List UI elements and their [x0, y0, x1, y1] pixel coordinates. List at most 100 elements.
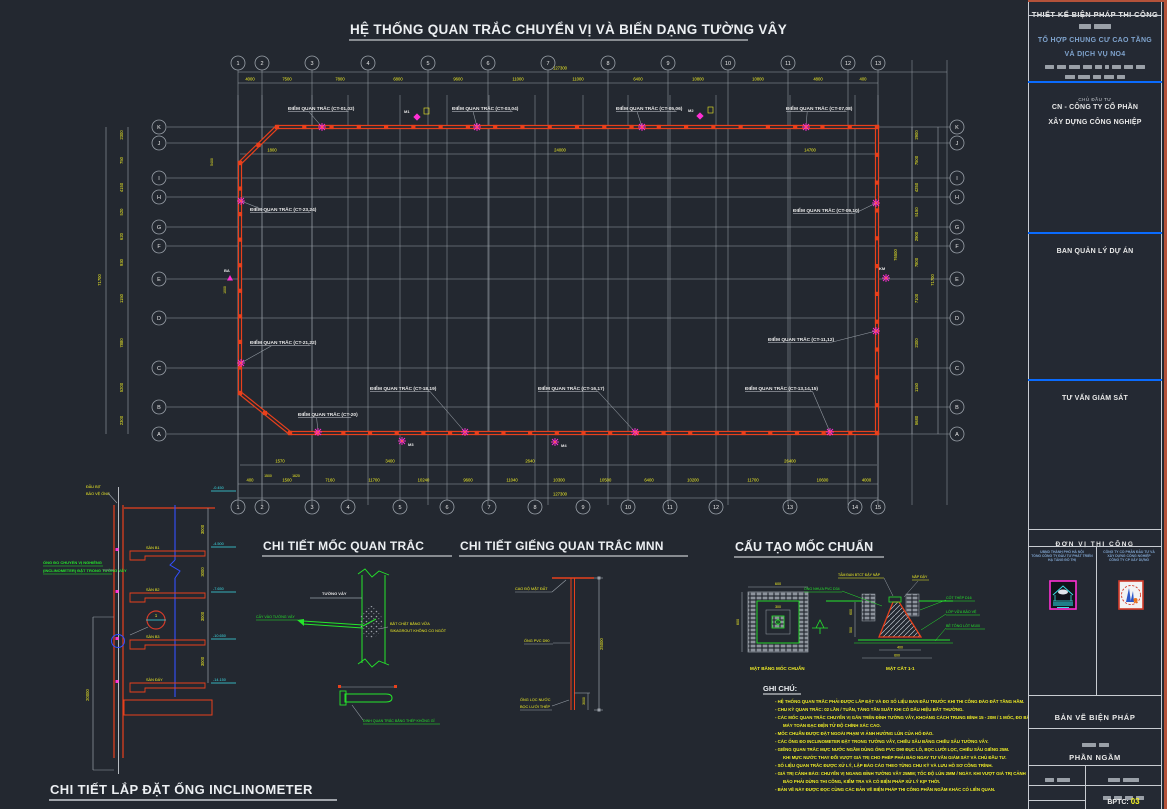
grid-bubble	[392, 499, 408, 515]
left-dim: 2300	[119, 130, 124, 140]
leader-line	[828, 330, 877, 344]
note-line: - GIÁ TRỊ CẢNH BÁO: CHUYỂN VỊ NGANG ĐỈNH…	[775, 771, 1026, 776]
divider	[1028, 529, 1162, 530]
wall-joint	[874, 208, 880, 213]
marker-dot	[321, 126, 323, 128]
tag-box	[707, 106, 714, 114]
top-dim: 4800	[813, 77, 823, 82]
detail-gieng-mnn: CHI TIẾT GIẾNG QUAN TRẮC MNN CAO ĐỘ MẶT …	[459, 538, 688, 712]
wall-joint	[874, 347, 880, 352]
grid-bubble-label: C	[955, 366, 959, 372]
chuan-section-caption: MẶT CẮT 1-1	[886, 664, 915, 671]
left-dim: 520	[119, 208, 124, 216]
grid-bubble	[151, 219, 167, 235]
bottom-dim: 1500	[282, 478, 292, 483]
wall-joint	[237, 288, 243, 293]
marker-dot	[317, 431, 319, 433]
bottom-dim: 10300	[553, 478, 565, 483]
grid-bubble-label: 11	[667, 505, 673, 511]
gieng-pipe-label: ỐNG PVC D90	[524, 638, 550, 643]
survey-pin	[344, 693, 393, 703]
note-line: KHI MỰC NƯỚC THAY ĐỔI VƯỢT GIÁ TRỊ CHO P…	[783, 755, 1007, 760]
leader-line	[598, 391, 636, 433]
bottom-dim: 11040	[506, 478, 518, 483]
contractor-left-1: UBND THÀNH PHỐ HÀ NỘI	[1040, 550, 1084, 554]
right-dim: 7800	[914, 257, 919, 267]
grid-bubble-label: 10	[625, 505, 631, 511]
wall-joint	[367, 430, 373, 436]
slab-marker	[115, 637, 119, 640]
wall-joint	[237, 314, 243, 319]
left-dim: 5200	[119, 382, 124, 392]
point-marker	[237, 359, 245, 367]
wall-joint	[765, 124, 771, 130]
chuan-label-nap: NẮP ĐẬY	[912, 574, 928, 579]
depth-dim: 20000	[85, 689, 90, 701]
wall-joint	[874, 124, 880, 130]
grid-bubble-label: 9	[666, 61, 669, 67]
wall-joint	[501, 430, 506, 436]
wall-joint	[820, 124, 825, 130]
right-dim: 1150	[914, 382, 919, 392]
wall-joint	[547, 124, 552, 130]
top-dim: 6400	[633, 77, 643, 82]
wall-joint	[237, 390, 243, 396]
wall-joint	[394, 430, 399, 436]
grid-bubble-label: J	[956, 141, 959, 147]
grid-bubble	[949, 310, 965, 326]
grid-bubble	[840, 55, 856, 71]
wall-joint	[661, 430, 666, 436]
slab-marker	[115, 590, 119, 593]
sub-dim: 1620	[292, 474, 300, 478]
plan-dimensions: 4000 7500 7800 6800 9600 11000 11000 6400 10800 1…	[97, 66, 947, 499]
redacted-cell	[1087, 789, 1160, 807]
wall-joint	[874, 263, 880, 269]
wall-joint	[287, 430, 293, 436]
wall-joint	[656, 124, 661, 130]
point-marker	[872, 199, 880, 207]
grid-bubble	[870, 499, 886, 515]
wall-joint	[793, 124, 798, 130]
wall-joint	[383, 124, 389, 130]
contractor-left-2: TỔNG CÔNG TY ĐẦU TƯ PHÁT TRIỂN	[1031, 554, 1093, 559]
grid-bubble-label: K	[157, 125, 161, 131]
wall-joint	[237, 212, 243, 217]
grid-bubble-label: 11	[785, 61, 791, 67]
marker-dot	[875, 202, 877, 204]
wall-joint	[608, 430, 613, 436]
blue-divider	[1028, 81, 1162, 83]
marker-dot	[401, 440, 403, 442]
wall-joint	[474, 430, 479, 436]
inner-dim: 76500	[893, 249, 898, 261]
investor-name-2: XÂY DỰNG CÔNG NGHIỆP	[1048, 119, 1142, 126]
top-dim: 11000	[512, 77, 524, 82]
bottom-dim: 11700	[747, 478, 759, 483]
leader-line	[240, 345, 272, 364]
contractor-right-3: CÔNG TY CP XÂY DỰNG	[1108, 558, 1150, 563]
grid-bubble-label: 13	[875, 61, 881, 67]
grid-bubble	[575, 499, 591, 515]
marker-dot	[875, 330, 877, 332]
top-dim: 7500	[282, 77, 292, 82]
redacted-row	[1028, 58, 1162, 76]
grid-bubble	[230, 499, 246, 515]
grid-bubble-label: 1	[236, 61, 239, 67]
point-marker	[826, 428, 834, 436]
slab-label: SÀN ĐÁY	[146, 678, 163, 682]
wall-joint	[237, 186, 243, 191]
grid-bubble-label: 2	[260, 505, 263, 511]
grid-bubble-label: D	[955, 316, 959, 322]
grid-bubble	[949, 189, 965, 205]
grid-bubble-label: G	[157, 225, 161, 231]
notes-lines: - HỆ THỐNG QUAN TRẮC PHẢI ĐƯỢC LẮP ĐẶT V…	[775, 699, 1037, 792]
grid-bubble-label: F	[955, 244, 959, 250]
divider	[1028, 15, 1162, 16]
redacted-row	[1028, 68, 1162, 86]
grid-bubble	[949, 360, 965, 376]
notes-header: GHI CHÚ:	[763, 684, 797, 693]
grid-bubble-label: 5	[426, 61, 429, 67]
leader-line	[636, 111, 643, 128]
point-marker	[882, 274, 890, 282]
leader-line	[430, 391, 466, 433]
